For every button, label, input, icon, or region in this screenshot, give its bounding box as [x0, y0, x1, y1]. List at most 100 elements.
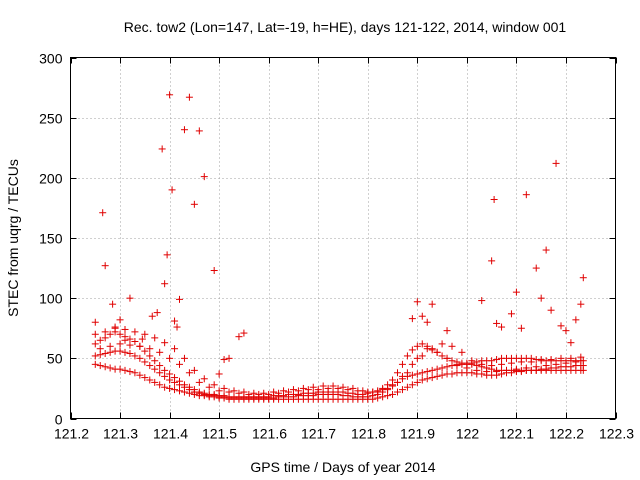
data-point: [270, 388, 278, 396]
data-point: [329, 382, 337, 390]
data-point: [126, 350, 134, 358]
data-point: [493, 319, 501, 327]
data-point: [161, 372, 169, 380]
data-point: [493, 356, 501, 364]
data-point: [265, 390, 273, 398]
data-point: [443, 327, 451, 335]
data-point: [453, 360, 461, 368]
data-point: [166, 384, 174, 392]
data-point: [121, 366, 129, 374]
data-point: [111, 323, 119, 331]
data-point: [205, 383, 213, 391]
x-tick-label: 122.1: [499, 426, 534, 442]
data-point: [200, 392, 208, 400]
data-point: [423, 368, 431, 376]
data-point: [163, 251, 171, 259]
data-point: [138, 335, 146, 343]
data-point: [235, 389, 243, 397]
data-point: [171, 386, 179, 394]
data-point: [294, 387, 302, 395]
data-point: [552, 360, 560, 368]
data-point: [210, 381, 218, 389]
data-point: [403, 383, 411, 391]
data-point: [109, 300, 117, 308]
data-point: [394, 369, 401, 377]
data-point: [547, 356, 555, 364]
data-point: [389, 390, 397, 398]
data-point: [319, 382, 327, 390]
data-point: [180, 388, 188, 396]
data-point: [532, 363, 540, 371]
x-tick-label: 121.5: [202, 426, 237, 442]
data-point: [166, 91, 174, 99]
data-point: [408, 346, 416, 354]
data-point: [200, 173, 208, 181]
data-point: [131, 328, 139, 336]
data-point: [215, 387, 223, 395]
data-point: [250, 389, 258, 397]
data-point: [99, 209, 107, 217]
data-point: [116, 330, 124, 338]
data-point: [136, 342, 144, 350]
data-point: [478, 297, 486, 305]
x-tick-label: 122: [456, 426, 480, 442]
data-point: [498, 370, 506, 378]
data-point: [136, 354, 144, 362]
data-point: [190, 200, 198, 208]
data-point: [190, 366, 198, 374]
data-point: [161, 339, 169, 347]
data-point: [195, 127, 203, 135]
data-point: [572, 316, 580, 324]
data-point: [166, 376, 174, 384]
data-point: [507, 369, 515, 377]
data-point: [309, 383, 317, 391]
data-point: [151, 357, 159, 365]
data-point: [413, 378, 421, 386]
data-point: [126, 368, 134, 376]
data-point: [498, 323, 506, 331]
data-point: [577, 353, 585, 361]
data-point: [542, 362, 550, 370]
data-point: [106, 330, 114, 338]
data-point: [289, 386, 297, 394]
x-tick-label: 121.4: [153, 426, 188, 442]
x-tick-label: 121.8: [351, 426, 386, 442]
data-point: [493, 368, 501, 376]
data-point: [106, 364, 114, 372]
data-point: [324, 384, 332, 392]
data-point: [354, 387, 362, 395]
data-point: [146, 376, 154, 384]
data-point: [101, 350, 109, 358]
x-tick-label: 121.2: [54, 426, 89, 442]
data-point: [101, 262, 109, 270]
data-point: [91, 352, 99, 360]
data-point: [210, 266, 218, 274]
data-point: [527, 358, 535, 366]
data-point: [379, 393, 387, 401]
data-point: [507, 310, 515, 318]
data-point: [190, 390, 198, 398]
data-point: [418, 312, 426, 320]
data-point: [116, 347, 124, 355]
data-point: [285, 388, 292, 396]
data-point: [91, 330, 99, 338]
data-point: [91, 318, 99, 326]
data-point: [151, 365, 159, 373]
data-point: [168, 186, 176, 194]
data-point: [428, 374, 436, 382]
x-tick-label: 121.3: [103, 426, 138, 442]
data-point: [384, 392, 392, 400]
data-point: [166, 354, 174, 362]
data-point: [141, 330, 149, 338]
data-point: [131, 369, 139, 377]
data-point: [151, 378, 159, 386]
y-tick-label: 300: [39, 51, 63, 67]
data-point: [161, 280, 169, 288]
data-point: [146, 362, 154, 370]
data-point: [423, 375, 431, 383]
data-point: [517, 358, 525, 366]
data-point: [537, 294, 545, 302]
data-point: [438, 340, 446, 348]
data-point: [176, 381, 183, 389]
data-point: [334, 384, 342, 392]
